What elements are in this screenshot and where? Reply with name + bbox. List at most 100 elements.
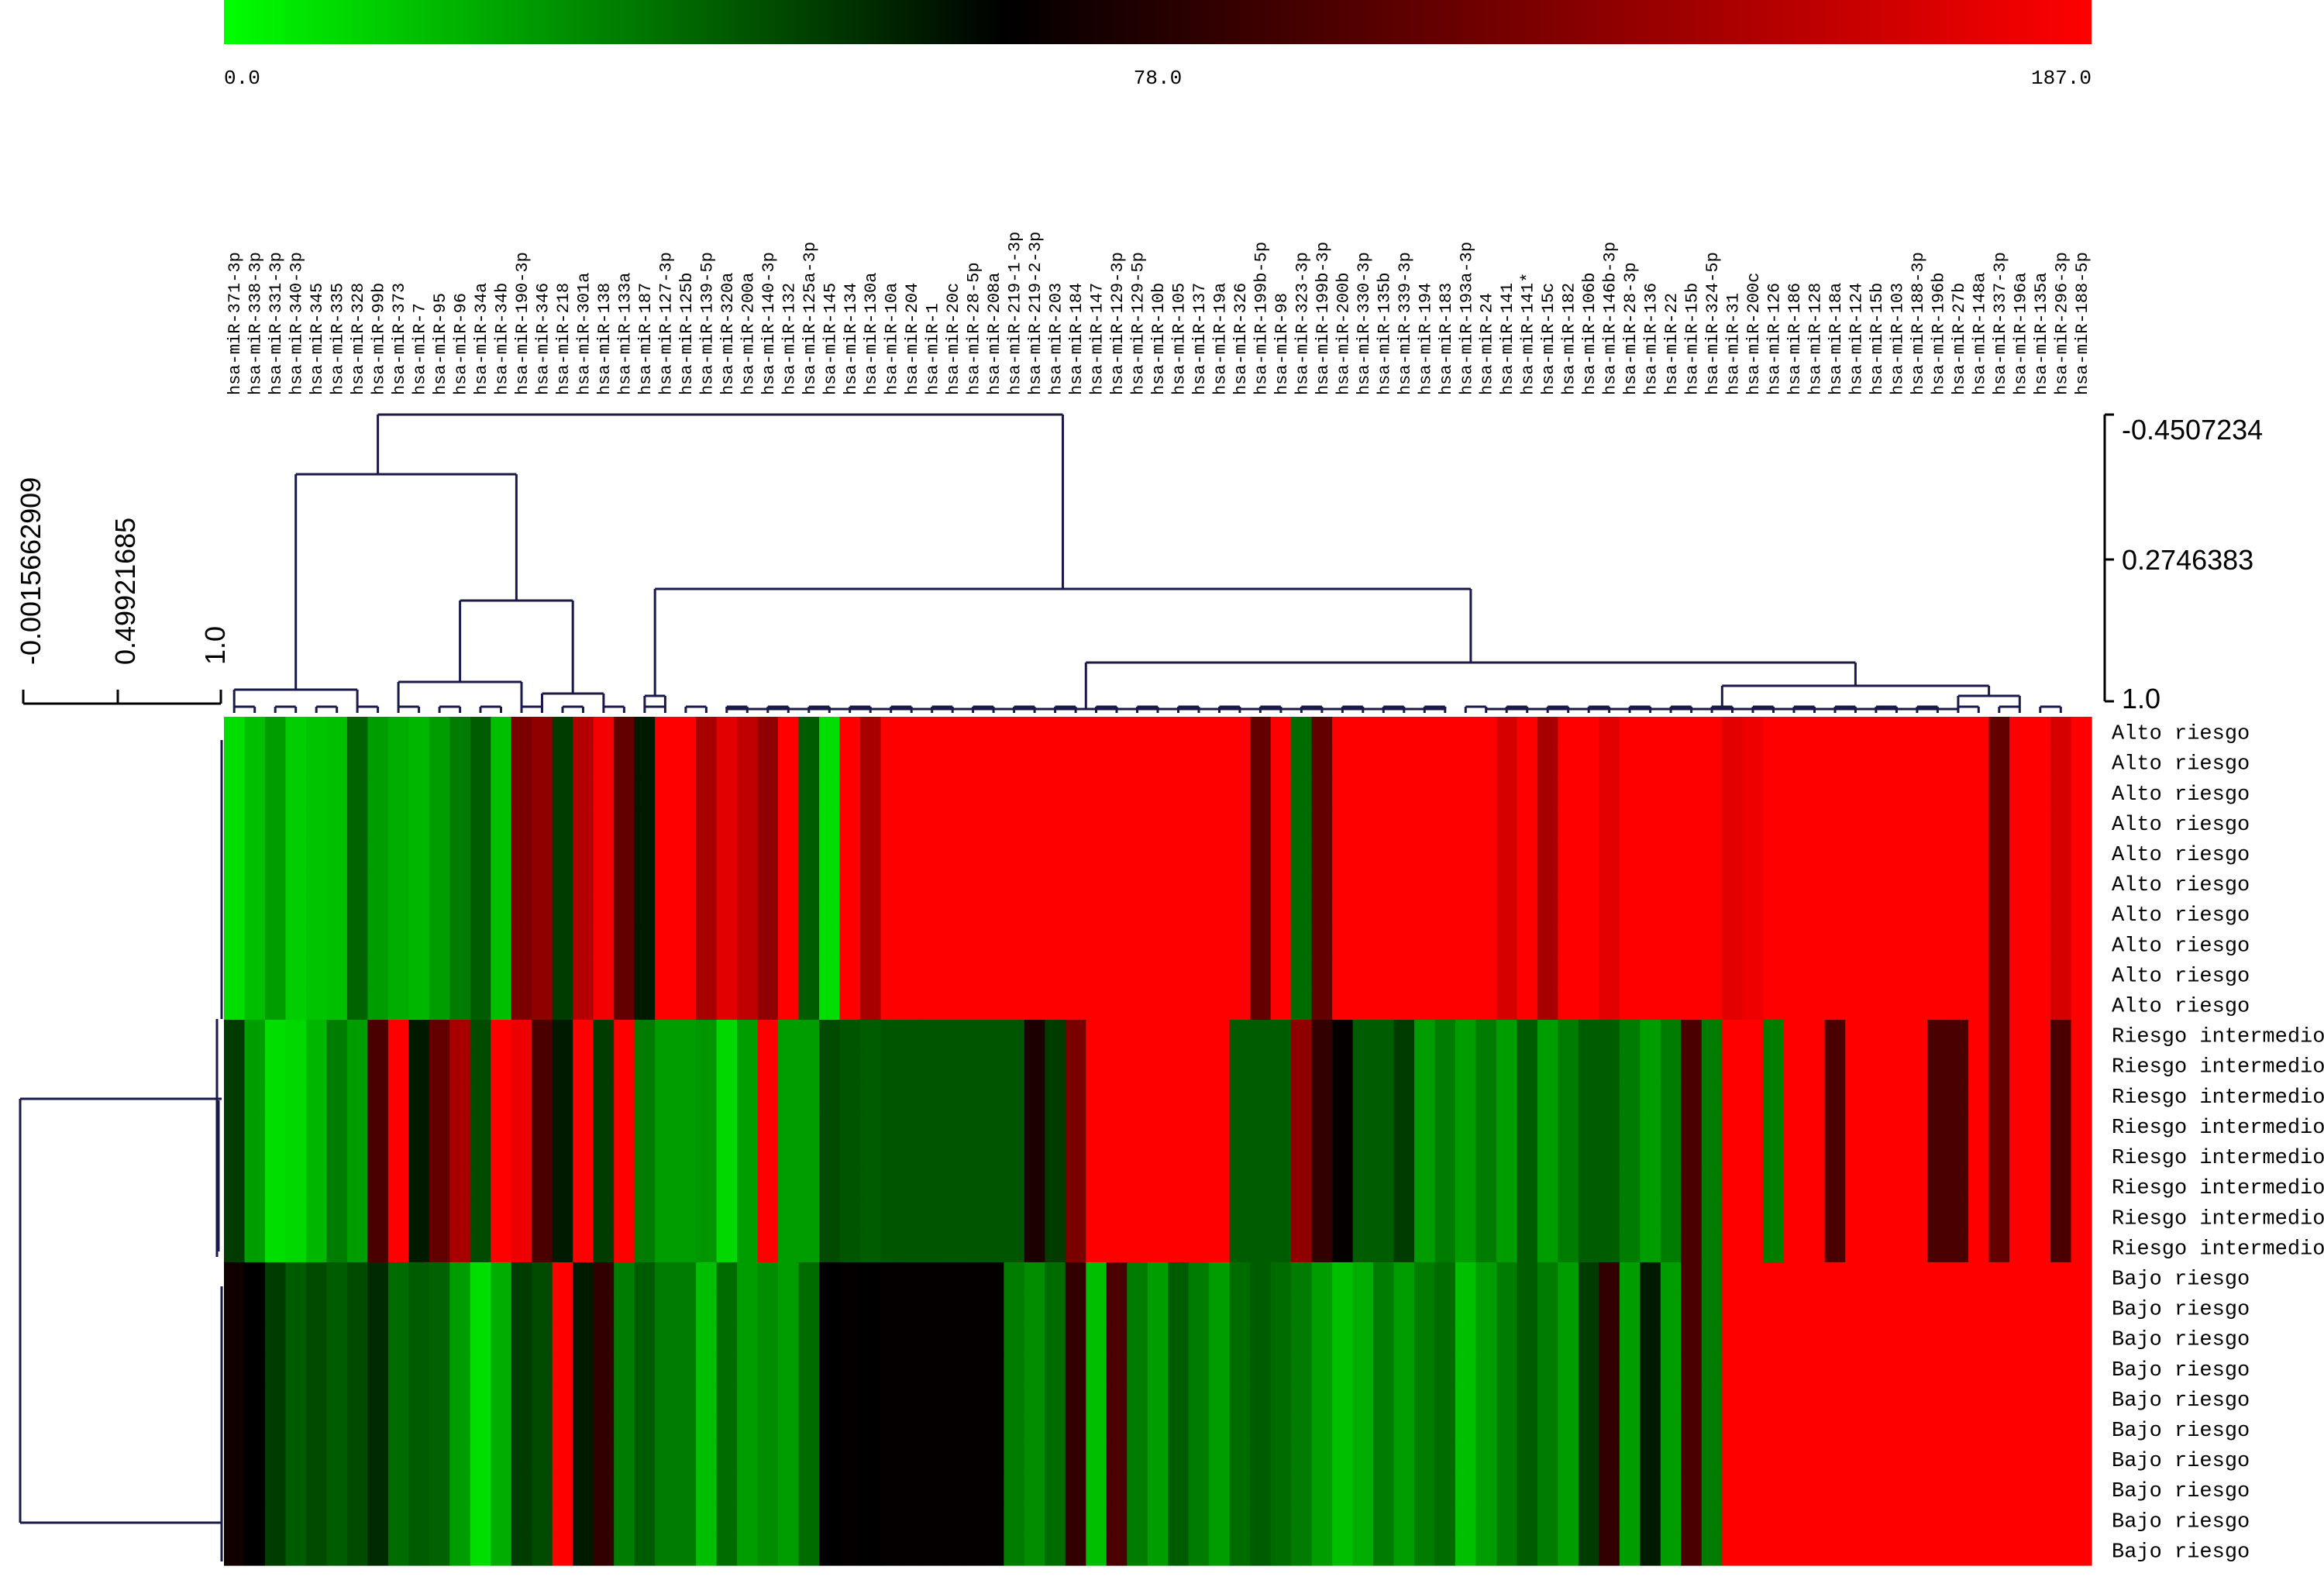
heatmap-cell <box>1127 1110 1148 1142</box>
heatmap-cell <box>367 717 389 748</box>
heatmap-cell <box>1209 1353 1231 1384</box>
heatmap-cell <box>1701 898 1723 930</box>
heatmap-cell <box>1127 1293 1148 1324</box>
heatmap-cell <box>1988 989 2010 1021</box>
heatmap-cell <box>1455 1080 1477 1111</box>
row-label: Bajo riesgo <box>2112 1299 2250 1322</box>
heatmap-cell <box>1886 1353 1908 1384</box>
heatmap-cell <box>1763 777 1785 808</box>
heatmap-cell <box>1927 1171 1949 1203</box>
heatmap-cell <box>1352 959 1374 990</box>
heatmap-cell <box>1414 1444 1436 1475</box>
heatmap-cell <box>244 777 266 808</box>
heatmap-cell <box>1824 1293 1846 1324</box>
heatmap-cell <box>593 1110 615 1142</box>
heatmap-cell <box>962 1141 984 1172</box>
heatmap-cell <box>1640 1050 1661 1081</box>
heatmap-cell <box>675 807 697 839</box>
row-label: Alto riesgo <box>2112 723 2250 746</box>
heatmap-cell <box>1311 1050 1333 1081</box>
heatmap-cell <box>449 1110 471 1142</box>
heatmap-cell <box>655 1353 677 1384</box>
heatmap-cell <box>1763 1504 1785 1536</box>
heatmap-cell <box>1517 898 1538 930</box>
heatmap-cell <box>1291 1534 1313 1566</box>
heatmap-cell <box>1168 1050 1190 1081</box>
heatmap-cell <box>449 989 471 1021</box>
column-label: hsa-miR-200c <box>1744 273 1764 395</box>
heatmap-cell <box>532 1383 553 1415</box>
heatmap-cell <box>326 898 348 930</box>
heatmap-cell <box>1927 1474 1949 1506</box>
heatmap-cell <box>983 1231 1004 1263</box>
heatmap-cell <box>962 717 984 748</box>
heatmap-cell <box>1209 1201 1231 1233</box>
heatmap-cell <box>285 1262 307 1293</box>
heatmap-cell <box>859 1293 882 1324</box>
heatmap-cell <box>1599 1141 1620 1172</box>
heatmap-cell <box>593 1353 615 1384</box>
heatmap-cell <box>1599 1080 1620 1111</box>
heatmap-cell <box>1947 747 1969 778</box>
heatmap-cell <box>408 1323 430 1354</box>
heatmap-cell <box>2009 1474 2031 1506</box>
heatmap-cell <box>1393 717 1415 748</box>
heatmap-cell <box>573 1383 594 1415</box>
heatmap-cell <box>1783 777 1805 808</box>
heatmap-cell <box>367 959 389 990</box>
heatmap-cell <box>470 1262 491 1293</box>
heatmap-cell <box>1927 898 1949 930</box>
heatmap-cell <box>1434 1141 1456 1172</box>
heatmap-cell <box>1311 807 1333 839</box>
heatmap-cell <box>1147 1353 1169 1384</box>
heatmap-cell <box>716 868 738 900</box>
heatmap-cell <box>696 928 718 960</box>
heatmap-cell <box>1763 747 1785 778</box>
heatmap-cell <box>1558 777 1579 808</box>
heatmap-cell <box>634 1110 656 1142</box>
heatmap-cell <box>1988 717 2010 748</box>
heatmap-cell <box>1763 1231 1785 1263</box>
heatmap-cell <box>2050 807 2072 839</box>
heatmap-cell <box>1373 1353 1395 1384</box>
column-label: hsa-miR-296-3p <box>2052 252 2071 395</box>
heatmap-cell <box>1824 1231 1846 1263</box>
heatmap-cell <box>1455 928 1477 960</box>
heatmap-cell <box>2009 1110 2031 1142</box>
heatmap-cell <box>305 1231 328 1263</box>
heatmap-cell <box>1188 1474 1210 1506</box>
heatmap-cell <box>675 1171 697 1203</box>
heatmap-cell <box>1004 1323 1025 1354</box>
heatmap-cell <box>1640 807 1661 839</box>
heatmap-cell <box>1845 1110 1867 1142</box>
heatmap-cell <box>900 1353 923 1384</box>
heatmap-cell <box>1434 1504 1456 1536</box>
heatmap-cell <box>1024 1080 1045 1111</box>
heatmap-cell <box>1065 1201 1086 1233</box>
heatmap-cell <box>1332 1293 1354 1324</box>
heatmap-cell <box>429 1080 450 1111</box>
column-label: hsa-miR-129-3p <box>1108 252 1128 395</box>
heatmap-cell <box>1947 1050 1969 1081</box>
heatmap-cell <box>326 838 348 869</box>
heatmap-cell <box>244 1231 266 1263</box>
heatmap-cell <box>387 1413 409 1445</box>
heatmap-cell <box>1599 1231 1620 1263</box>
heatmap-cell <box>696 1171 718 1203</box>
heatmap-cell <box>326 747 348 778</box>
heatmap-cell <box>696 838 718 869</box>
heatmap-cell <box>1517 807 1538 839</box>
heatmap-cell <box>716 1080 738 1111</box>
heatmap-cell <box>1065 1080 1086 1111</box>
heatmap-cell <box>264 1323 287 1354</box>
heatmap-cell <box>264 717 287 748</box>
heatmap-cell <box>1188 1020 1210 1051</box>
heatmap-cell <box>1024 777 1045 808</box>
heatmap-cell <box>1783 1050 1805 1081</box>
heatmap-cell <box>408 1201 430 1233</box>
heatmap-cell <box>1393 807 1415 839</box>
heatmap-cell <box>1537 1474 1559 1506</box>
heatmap-cell <box>305 989 328 1021</box>
heatmap-cell <box>1558 898 1579 930</box>
heatmap-cell <box>1804 1020 1826 1051</box>
